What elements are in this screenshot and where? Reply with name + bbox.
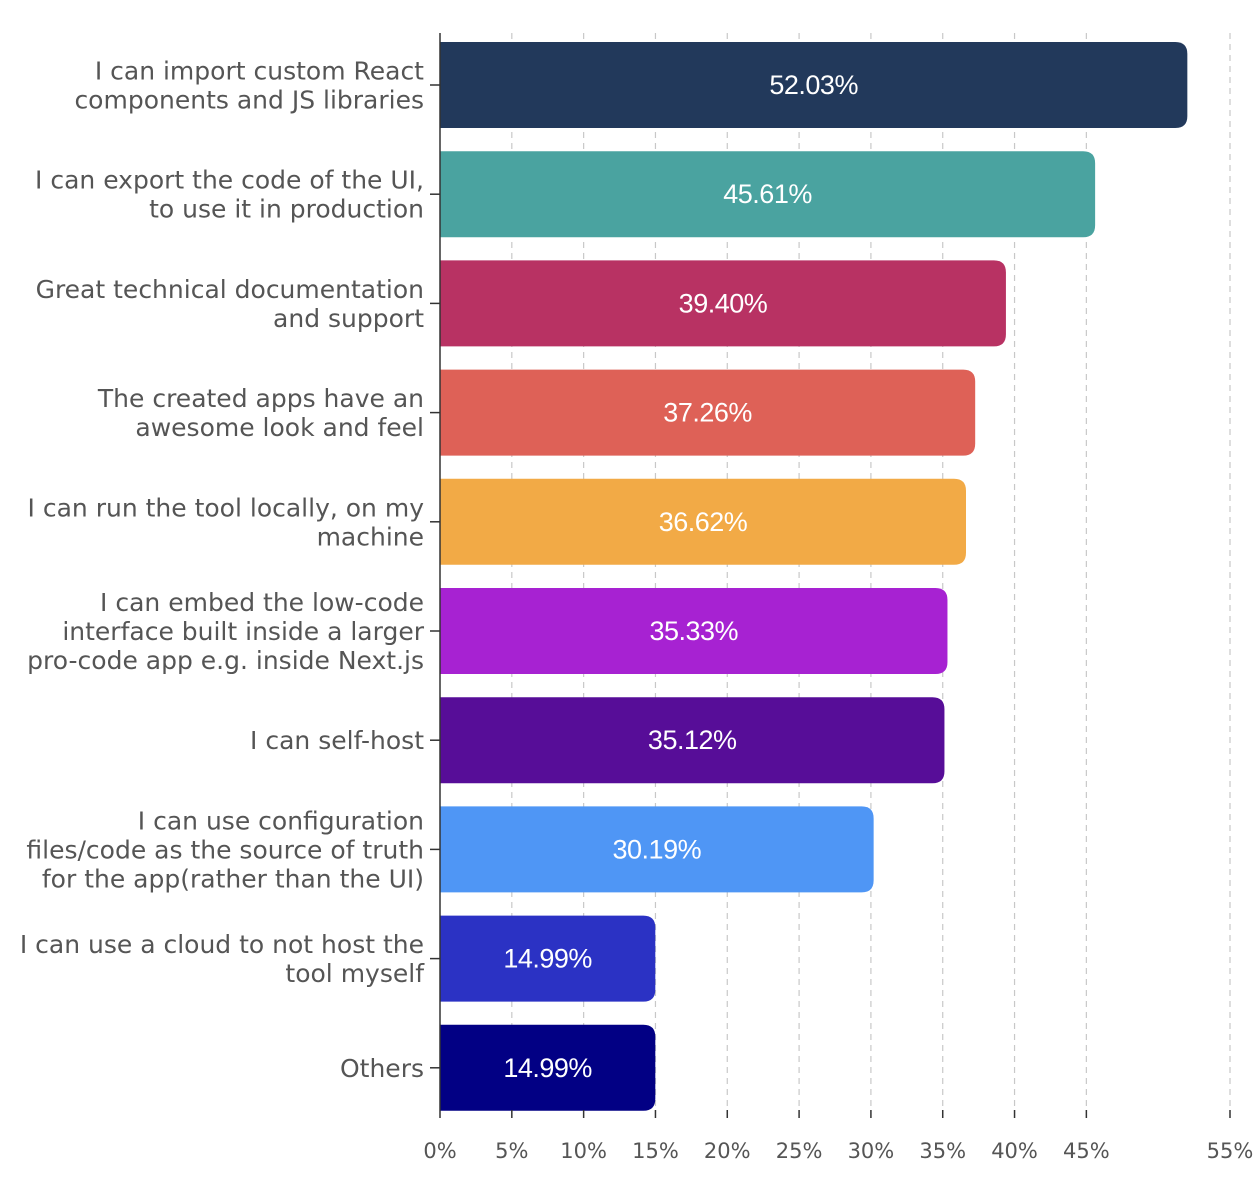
x-tick-label: 10% — [560, 1139, 607, 1163]
category-label-line: files/code as the source of truth — [26, 835, 424, 864]
category-label-line: for the app(rather than the UI) — [42, 864, 424, 893]
category-label-line: I can embed the low-code — [100, 588, 424, 617]
bar — [440, 369, 976, 456]
category-label: Others — [340, 1054, 424, 1083]
bar-value-label: 30.19% — [613, 834, 702, 864]
category-label-line: The created apps have an — [97, 384, 424, 413]
bar-value-label: 14.99% — [503, 1053, 592, 1083]
x-tick-label: 35% — [919, 1139, 966, 1163]
bar-value-label: 45.61% — [723, 179, 812, 209]
category-label-line: I can use a cloud to not host the — [20, 930, 424, 959]
bar-value-label: 14.99% — [503, 944, 592, 974]
bar-value-label: 52.03% — [769, 70, 858, 100]
category-label: I can export the code of the UI, to use i… — [35, 166, 424, 224]
x-tick-label: 55% — [1207, 1139, 1254, 1163]
category-label: I can import custom React components and … — [74, 57, 424, 115]
category-label-line: Great technical documentation — [36, 275, 424, 304]
category-label-line: tool myself — [285, 959, 425, 988]
bar-value-label: 37.26% — [663, 398, 752, 428]
category-label: The created apps have an awesome look and… — [97, 384, 424, 442]
x-tick-label: 40% — [991, 1139, 1038, 1163]
category-label-line: Others — [340, 1054, 424, 1083]
bar — [440, 151, 1096, 238]
category-label-line: I can self-host — [250, 726, 424, 755]
bar-value-label: 35.12% — [648, 725, 737, 755]
category-label: I can use a cloud to not host the tool my… — [20, 930, 425, 988]
bar-value-label: 39.40% — [679, 288, 768, 318]
bars — [440, 42, 1188, 1111]
category-label-line: and support — [273, 304, 424, 333]
bar — [440, 915, 656, 1002]
category-label: Great technical documentation and support — [36, 275, 425, 333]
bar — [440, 806, 874, 893]
labels: 0% 5% 10% 15% 20% 25% 30% 35% 40% 45% 55% 52.03% I c… — [20, 57, 1254, 1164]
category-label-line: I can export the code of the UI, — [35, 166, 424, 195]
x-tick-label: 5% — [495, 1139, 528, 1163]
axes — [430, 33, 1231, 1118]
category-label: I can embed the low-code interface built … — [27, 588, 425, 675]
x-tick-label: 30% — [848, 1139, 895, 1163]
x-tick-label: 20% — [704, 1139, 751, 1163]
category-label-line: awesome look and feel — [135, 413, 424, 442]
bar — [440, 588, 948, 674]
category-label: I can use configuration files/code as the… — [26, 806, 424, 893]
bar — [440, 42, 1188, 128]
category-label-line: I can run the tool locally, on my — [28, 493, 425, 522]
x-tick-label: 15% — [632, 1139, 679, 1163]
category-label-line: I can use configuration — [138, 806, 424, 835]
category-label-line: pro-code app e.g. inside Next.js — [27, 646, 424, 675]
bar-value-label: 35.33% — [649, 616, 738, 646]
x-tick-label: 25% — [776, 1139, 823, 1163]
x-tick-label: 45% — [1063, 1139, 1110, 1163]
bar — [440, 697, 945, 784]
category-label: I can run the tool locally, on my machine — [28, 493, 425, 551]
bar — [440, 1024, 656, 1111]
category-label-line: to use it in production — [149, 195, 424, 224]
category-label-line: components and JS libraries — [74, 86, 424, 115]
category-label-line: I can import custom React — [95, 57, 424, 86]
category-label: I can self-host — [250, 726, 424, 755]
category-label-line: interface built inside a larger — [62, 617, 424, 646]
bar — [440, 260, 1006, 347]
category-label-line: machine — [317, 522, 424, 551]
bar — [440, 478, 966, 565]
x-tick-label: 0% — [423, 1139, 456, 1163]
bar-value-label: 36.62% — [659, 507, 748, 537]
